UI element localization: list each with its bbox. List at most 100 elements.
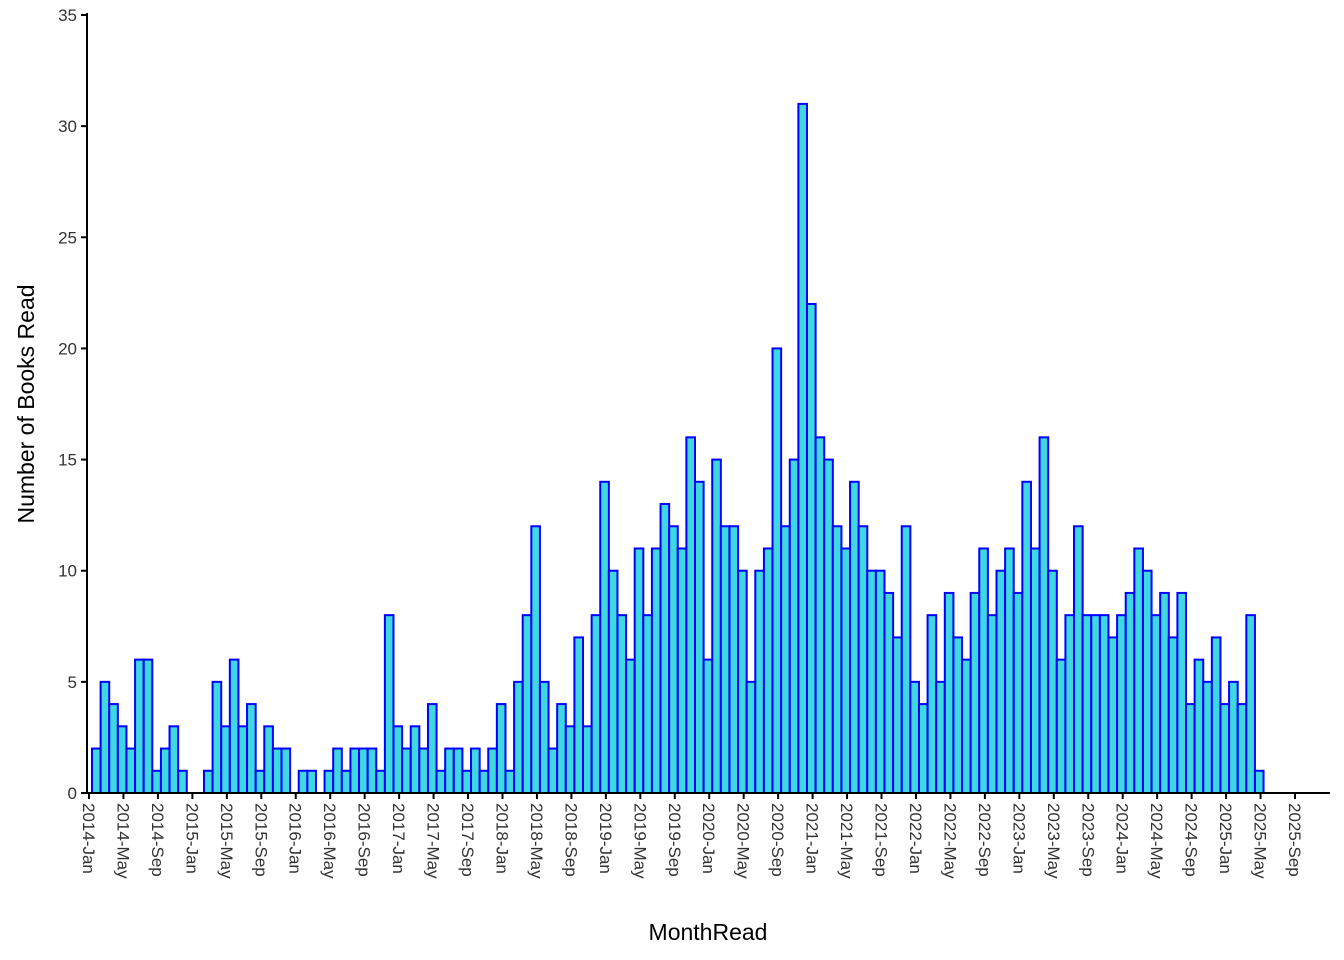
bar: [366, 747, 378, 794]
x-tick-label: 2017-May: [424, 803, 443, 879]
bar: [211, 680, 223, 794]
bar: [719, 525, 731, 794]
bar: [263, 725, 274, 794]
x-tick-label: 2019-Sep: [665, 803, 684, 877]
bar: [1193, 658, 1205, 795]
bar: [1141, 569, 1153, 795]
bar: [1116, 614, 1127, 795]
x-tick-label: 2014-Sep: [148, 803, 167, 877]
bar: [1090, 614, 1101, 795]
x-tick-label: 2023-May: [1044, 803, 1063, 879]
bar: [271, 747, 283, 794]
bar: [134, 658, 145, 795]
x-axis-title: MonthRead: [649, 919, 768, 945]
bar: [857, 525, 869, 794]
bar: [762, 547, 774, 794]
bar: [435, 769, 447, 794]
bar: [1236, 703, 1248, 794]
bar: [564, 725, 576, 794]
x-tick-label: 2019-Jan: [596, 803, 615, 874]
bar: [1055, 658, 1067, 795]
x-tick-label: 2018-Jan: [492, 803, 511, 874]
bar: [418, 747, 429, 794]
y-tick-label: 35: [58, 6, 77, 25]
bar: [177, 769, 188, 794]
y-tick-label: 30: [58, 117, 77, 136]
bar: [625, 658, 636, 795]
x-tick-label: 2025-May: [1251, 803, 1270, 879]
bar: [935, 680, 946, 794]
bar: [1073, 525, 1084, 794]
bar: [633, 547, 645, 794]
bar: [168, 725, 180, 794]
x-tick-label: 2015-Jan: [182, 803, 201, 874]
bar: [375, 769, 386, 794]
bar: [874, 569, 886, 795]
x-tick-label: 2024-Sep: [1182, 803, 1201, 877]
bar: [487, 747, 498, 794]
bar: [1012, 591, 1024, 795]
bar: [142, 658, 154, 795]
x-tick-label: 2017-Jan: [389, 803, 408, 874]
bar: [823, 458, 834, 794]
bar: [1202, 680, 1213, 794]
bar: [780, 525, 791, 794]
bar: [99, 680, 111, 794]
x-tick-label: 2021-May: [837, 803, 856, 879]
bar: [323, 769, 335, 794]
bar: [1176, 591, 1188, 795]
bar: [728, 525, 740, 794]
x-tick-label: 2016-Jan: [286, 803, 305, 874]
bar: [1245, 614, 1256, 795]
bar: [426, 703, 438, 794]
y-tick-label: 10: [58, 562, 77, 581]
x-tick-label: 2022-Jan: [906, 803, 925, 874]
bar: [478, 769, 490, 794]
bar: [530, 525, 541, 794]
bar: [349, 747, 361, 794]
y-axis-title: Number of Books Read: [13, 284, 39, 523]
x-tick-label: 2024-May: [1147, 803, 1166, 879]
bar: [694, 480, 705, 794]
x-tick-label: 2016-May: [320, 803, 339, 879]
bar: [340, 769, 352, 794]
bar: [995, 569, 1007, 795]
y-tick-label: 20: [58, 339, 77, 358]
bar: [409, 725, 421, 794]
bar: [513, 680, 524, 794]
bar: [1047, 569, 1058, 795]
bar: [108, 703, 119, 794]
bar: [917, 703, 929, 794]
bar: [1004, 547, 1015, 794]
bar: [383, 614, 395, 795]
bar: [151, 769, 162, 794]
bar: [1185, 703, 1196, 794]
bar: [91, 747, 102, 794]
bar: [961, 658, 972, 795]
bar: [1124, 591, 1136, 795]
bar: [547, 747, 559, 794]
bar: [452, 747, 464, 794]
bar: [228, 658, 240, 795]
bar: [280, 747, 292, 794]
x-tick-label: 2014-May: [113, 803, 132, 879]
bar: [900, 525, 912, 794]
bar: [202, 769, 214, 794]
bar: [358, 747, 369, 794]
bar: [607, 569, 619, 795]
x-tick-label: 2020-Sep: [768, 803, 787, 877]
x-tick-label: 2022-Sep: [975, 803, 994, 877]
bar: [883, 591, 895, 795]
bar: [159, 747, 171, 794]
bar: [909, 680, 920, 794]
bar: [685, 436, 697, 794]
bar: [401, 747, 412, 794]
bar: [220, 725, 231, 794]
bar: [866, 569, 877, 795]
bar: [1107, 636, 1119, 795]
bar: [461, 769, 473, 794]
bar: [582, 725, 593, 794]
bar: [1150, 614, 1162, 795]
bar: [521, 614, 533, 795]
